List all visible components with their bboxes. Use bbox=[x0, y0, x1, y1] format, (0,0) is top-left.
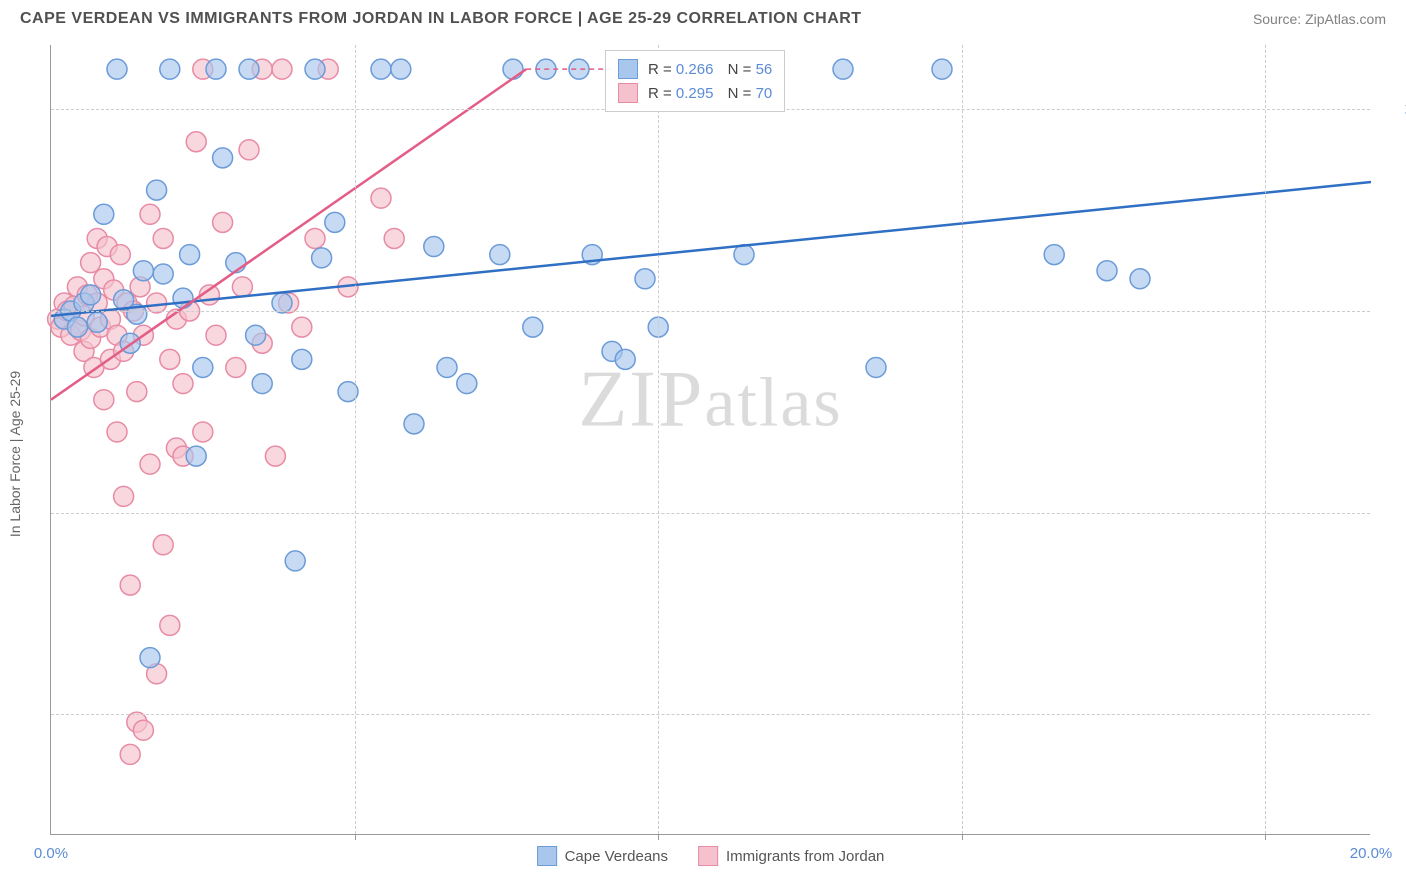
scatter-plot-svg bbox=[51, 45, 1370, 834]
swatch-series-1 bbox=[618, 83, 638, 103]
y-axis-label: In Labor Force | Age 25-29 bbox=[7, 371, 23, 537]
y-tick-label: 87.5% bbox=[1380, 303, 1406, 320]
n-value-0: 56 bbox=[756, 61, 773, 78]
chart-title: CAPE VERDEAN VS IMMIGRANTS FROM JORDAN I… bbox=[20, 10, 862, 28]
legend-item-1: Immigrants from Jordan bbox=[698, 846, 884, 866]
bottom-legend: Cape Verdeans Immigrants from Jordan bbox=[537, 846, 885, 866]
legend-label-1: Immigrants from Jordan bbox=[726, 848, 884, 865]
r-value-0: 0.266 bbox=[676, 61, 714, 78]
y-tick-label: 62.5% bbox=[1380, 706, 1406, 723]
x-tick-label: 20.0% bbox=[1350, 845, 1393, 862]
x-tick-label: 0.0% bbox=[34, 845, 68, 862]
source-label: Source: ZipAtlas.com bbox=[1253, 11, 1386, 27]
chart-area: ZIPatlas R = 0.266 N = 56 R = 0.295 N = … bbox=[50, 45, 1370, 835]
legend-swatch-0 bbox=[537, 846, 557, 866]
stats-row-series-0: R = 0.266 N = 56 bbox=[618, 57, 772, 81]
stats-legend-box: R = 0.266 N = 56 R = 0.295 N = 70 bbox=[605, 50, 785, 112]
stats-row-series-1: R = 0.295 N = 70 bbox=[618, 81, 772, 105]
legend-label-0: Cape Verdeans bbox=[565, 848, 668, 865]
y-tick-label: 100.0% bbox=[1380, 101, 1406, 118]
y-tick-label: 75.0% bbox=[1380, 504, 1406, 521]
legend-item-0: Cape Verdeans bbox=[537, 846, 668, 866]
n-value-1: 70 bbox=[756, 85, 773, 102]
r-value-1: 0.295 bbox=[676, 85, 714, 102]
swatch-series-0 bbox=[618, 59, 638, 79]
legend-swatch-1 bbox=[698, 846, 718, 866]
